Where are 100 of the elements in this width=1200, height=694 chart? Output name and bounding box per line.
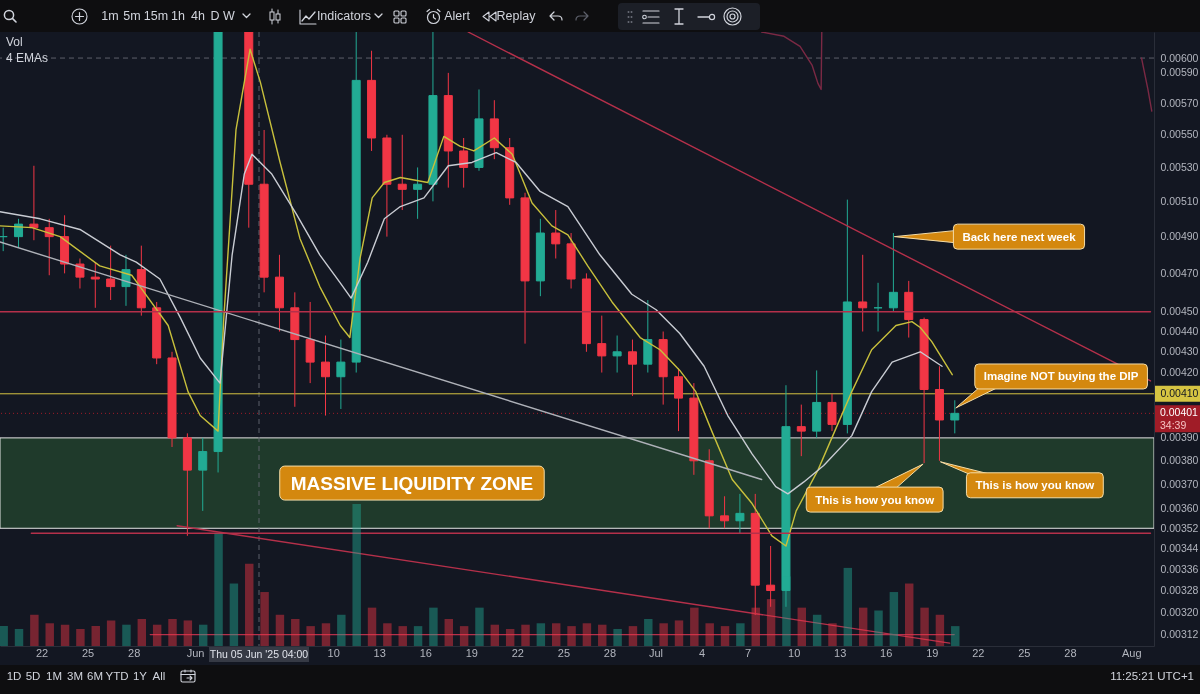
bar <box>121 624 131 646</box>
bar <box>674 620 683 646</box>
text: 1M <box>46 669 62 684</box>
bar <box>858 607 867 646</box>
bar <box>536 623 545 646</box>
bar <box>367 607 376 646</box>
bar <box>413 626 422 646</box>
candlestick <box>674 367 684 432</box>
x-tick-label: 19 <box>465 646 478 659</box>
bar <box>75 628 85 646</box>
bar <box>444 619 453 646</box>
bar <box>950 626 960 646</box>
bar <box>351 504 361 646</box>
bar <box>566 626 576 646</box>
text: 4h <box>191 8 205 24</box>
annotation: This is how you know <box>975 479 1095 492</box>
bar <box>474 607 484 646</box>
bar <box>0 626 8 646</box>
x-tick-label: 10 <box>788 646 801 659</box>
text: 6M <box>87 669 103 684</box>
x-tick-label: 28 <box>603 646 617 659</box>
x-tick-label: 22 <box>972 646 985 659</box>
bar <box>29 614 39 646</box>
bar <box>766 599 775 646</box>
candlestick <box>336 339 346 410</box>
candlestick <box>106 245 116 301</box>
bar <box>551 623 560 646</box>
bar <box>720 626 729 646</box>
bar <box>889 592 898 646</box>
text: Alert <box>444 8 470 24</box>
bar <box>520 624 530 646</box>
bar <box>336 614 346 646</box>
text: 3M <box>67 669 83 684</box>
y-tick-label: 0.00570 <box>1160 96 1199 109</box>
x-tick-label: 13 <box>834 646 847 659</box>
annotation: This is how you know <box>815 493 935 506</box>
x-tick-label: 22 <box>35 646 49 659</box>
y-tick-label: 0.00370 <box>1160 477 1199 490</box>
x-tick-label: 25 <box>81 646 95 659</box>
bar <box>290 619 300 646</box>
y-tick-label: 0.00470 <box>1160 266 1199 279</box>
text: 1h <box>171 8 185 24</box>
bar <box>137 619 146 646</box>
candlestick <box>597 315 607 374</box>
y-tick-label: 0.00550 <box>1160 128 1199 141</box>
bar <box>45 623 54 646</box>
candlestick <box>735 493 745 534</box>
bar <box>152 624 161 646</box>
y-tick-label: 0.00312 <box>1160 628 1199 641</box>
y-tick-label: 0.00590 <box>1160 66 1199 79</box>
candlestick <box>827 393 837 432</box>
x-tick-label: 19 <box>926 646 939 659</box>
text: All <box>152 669 166 684</box>
text: D <box>210 8 220 24</box>
chart-title: Vol <box>6 34 23 50</box>
x-tick-label: Jun <box>186 646 205 659</box>
text: YTD <box>105 669 129 684</box>
candlestick <box>90 261 100 309</box>
x-tick-label: 4 <box>698 646 706 659</box>
text: 1D <box>6 669 22 684</box>
bar <box>689 607 699 646</box>
candlestick <box>459 137 469 189</box>
text: 34:39 <box>1160 419 1187 432</box>
line-series <box>0 48 953 547</box>
bar <box>213 533 223 646</box>
y-tick-label: 0.00450 <box>1160 305 1199 318</box>
bar <box>919 607 929 646</box>
text: 1m <box>101 8 119 24</box>
candlestick <box>75 257 85 289</box>
text: Indicators <box>316 8 372 24</box>
bar <box>229 583 238 646</box>
x-tick-label: 25 <box>557 646 571 659</box>
text: W <box>223 8 235 24</box>
bar <box>14 628 23 646</box>
x-tick-label: 16 <box>880 646 893 659</box>
bar <box>628 626 637 646</box>
bar <box>398 626 407 646</box>
bar <box>321 623 330 646</box>
bar <box>751 607 760 646</box>
candlestick <box>413 166 423 220</box>
candlestick <box>551 209 561 259</box>
y-tick-label: 0.00510 <box>1160 194 1199 207</box>
bar <box>812 614 821 646</box>
y-tick-label: 0.00344 <box>1160 542 1199 555</box>
bar <box>843 567 852 646</box>
candlestick <box>796 404 806 457</box>
candlestick <box>888 232 898 313</box>
line-series <box>0 151 943 495</box>
annotation: 4 EMAs <box>6 50 49 66</box>
y-tick-label: 0.00600 <box>1160 51 1199 64</box>
bar <box>658 623 668 646</box>
x-tick-label: 7 <box>745 646 752 659</box>
candlestick <box>950 399 960 434</box>
y-tick-label: 0.00352 <box>1160 521 1199 534</box>
y-tick-label: 0.00430 <box>1160 345 1199 358</box>
bar <box>259 592 269 646</box>
text: Replay <box>496 8 536 24</box>
bar <box>428 607 438 646</box>
candlestick <box>29 165 39 241</box>
y-tick-label: 0.00410 <box>1160 387 1199 400</box>
